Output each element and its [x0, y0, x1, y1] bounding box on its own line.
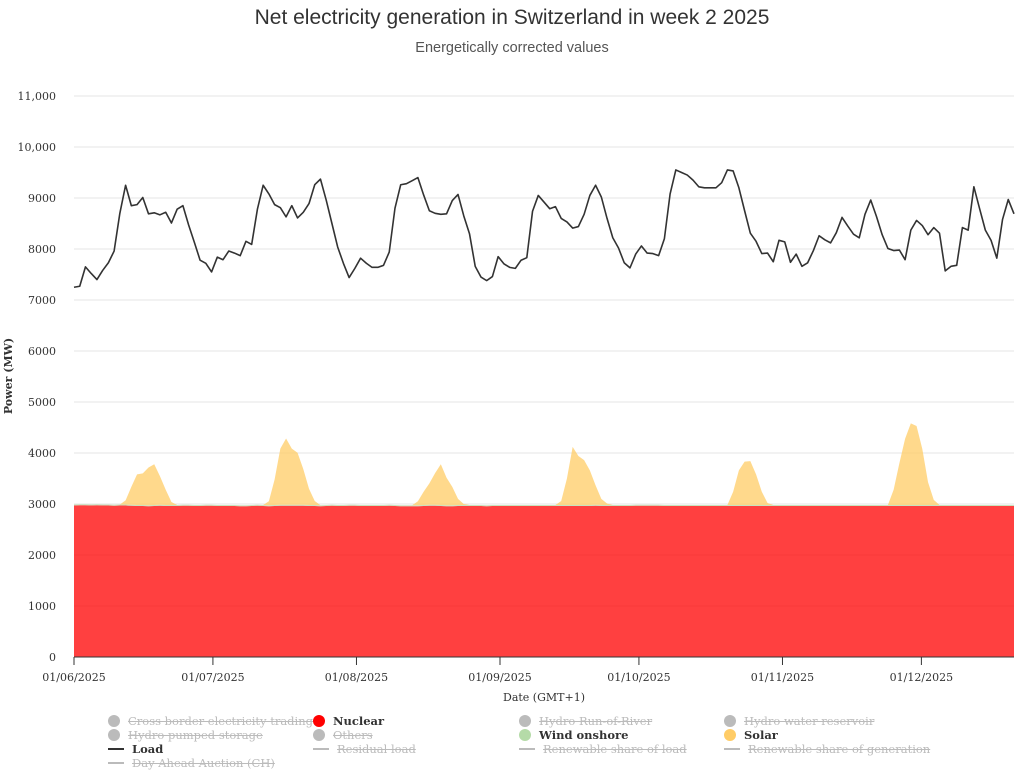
- legend-label: Residual load: [337, 742, 416, 756]
- chart-plot[interactable]: 0 1000 2000 3000 4000 5000 6000 7000 8000 9000 10,…: [0, 0, 1024, 712]
- area-wind-onshore[interactable]: [74, 504, 1014, 507]
- legend-label: Hydro water reservoir: [744, 714, 875, 728]
- legend-label: Hydro pumped storage: [128, 728, 263, 742]
- legend-item-residual-load[interactable]: Residual load: [313, 742, 416, 756]
- axes: 0 1000 2000 3000 4000 5000 6000 7000 8000 9000 10,…: [18, 90, 1014, 684]
- chart-subtitle: Energetically corrected values: [415, 40, 609, 56]
- legend-item-wind-onshore[interactable]: Wind onshore: [519, 728, 628, 742]
- legend-item-hydro-water-reservoir[interactable]: Hydro water reservoir: [724, 714, 874, 728]
- area-solar[interactable]: [74, 423, 1014, 506]
- x-axis-title: Date (GMT+1): [503, 691, 585, 704]
- legend-symbol-dot: [724, 715, 736, 727]
- area-nuclear[interactable]: [74, 505, 1014, 657]
- legend-label: Nuclear: [333, 714, 385, 728]
- x-tick-label: 01/07/2025: [181, 671, 244, 684]
- y-tick-label: 2000: [28, 549, 56, 562]
- chart-legend: Cross border electricity trading Nuclear H…: [0, 712, 1024, 778]
- legend-item-day-ahead-auction-ch-[interactable]: Day Ahead Auction (CH): [108, 756, 275, 770]
- legend-symbol-line: [108, 748, 124, 750]
- legend-symbol-dot: [313, 729, 325, 741]
- y-tick-label: 5000: [28, 396, 56, 409]
- legend-label: Day Ahead Auction (CH): [132, 756, 275, 770]
- legend-label: Wind onshore: [539, 728, 629, 742]
- legend-label: Others: [333, 728, 373, 742]
- legend-item-cross-border-electricity-trading[interactable]: Cross border electricity trading: [108, 714, 313, 728]
- x-tick-label: 01/11/2025: [751, 671, 814, 684]
- legend-item-nuclear[interactable]: Nuclear: [313, 714, 384, 728]
- x-tick-label: 01/10/2025: [607, 671, 670, 684]
- legend-item-renewable-share-of-load[interactable]: Renewable share of load: [519, 742, 687, 756]
- y-tick-label: 8000: [28, 243, 56, 256]
- y-tick-label: 6000: [28, 345, 56, 358]
- legend-item-renewable-share-of-generation[interactable]: Renewable share of generation: [724, 742, 930, 756]
- y-tick-label: 1000: [28, 600, 56, 613]
- y-tick-label: 0: [49, 651, 56, 664]
- legend-item-hydro-run-of-river[interactable]: Hydro Run-of-River: [519, 714, 652, 728]
- legend-symbol-line: [724, 748, 740, 750]
- legend-symbol-dot: [313, 715, 325, 727]
- legend-symbol-dot: [519, 729, 531, 741]
- y-tick-label: 9000: [28, 192, 56, 205]
- legend-label: Renewable share of generation: [748, 742, 931, 756]
- y-tick-label: 3000: [28, 498, 56, 511]
- legend-item-load[interactable]: Load: [108, 742, 163, 756]
- legend-label: Renewable share of load: [543, 742, 687, 756]
- x-tick-label: 01/06/2025: [42, 671, 105, 684]
- y-axis-title: Power (MW): [2, 338, 15, 414]
- legend-item-solar[interactable]: Solar: [724, 728, 778, 742]
- legend-symbol-line: [519, 748, 535, 750]
- legend-symbol-dot: [108, 715, 120, 727]
- x-tick-label: 01/12/2025: [890, 671, 953, 684]
- y-tick-label: 11,000: [18, 90, 57, 103]
- legend-label: Hydro Run-of-River: [539, 714, 653, 728]
- chart-title: Net electricity generation in Switzerlan…: [254, 6, 770, 29]
- legend-item-others[interactable]: Others: [313, 728, 373, 742]
- legend-item-hydro-pumped-storage[interactable]: Hydro pumped storage: [108, 728, 263, 742]
- legend-label: Solar: [744, 728, 778, 742]
- x-tick-label: 01/09/2025: [468, 671, 531, 684]
- line-series: [73, 169, 1015, 289]
- y-tick-label: 10,000: [18, 141, 57, 154]
- legend-symbol-line: [108, 762, 124, 764]
- y-tick-label: 7000: [28, 294, 56, 307]
- legend-symbol-dot: [519, 715, 531, 727]
- legend-symbol-dot: [108, 729, 120, 741]
- x-tick-label: 01/08/2025: [325, 671, 388, 684]
- legend-label: Cross border electricity trading: [128, 714, 313, 728]
- legend-label: Load: [132, 742, 164, 756]
- y-tick-label: 4000: [28, 447, 56, 460]
- area-series: [74, 423, 1014, 657]
- line-load[interactable]: [73, 169, 1015, 289]
- legend-symbol-line: [313, 748, 329, 750]
- legend-symbol-dot: [724, 729, 736, 741]
